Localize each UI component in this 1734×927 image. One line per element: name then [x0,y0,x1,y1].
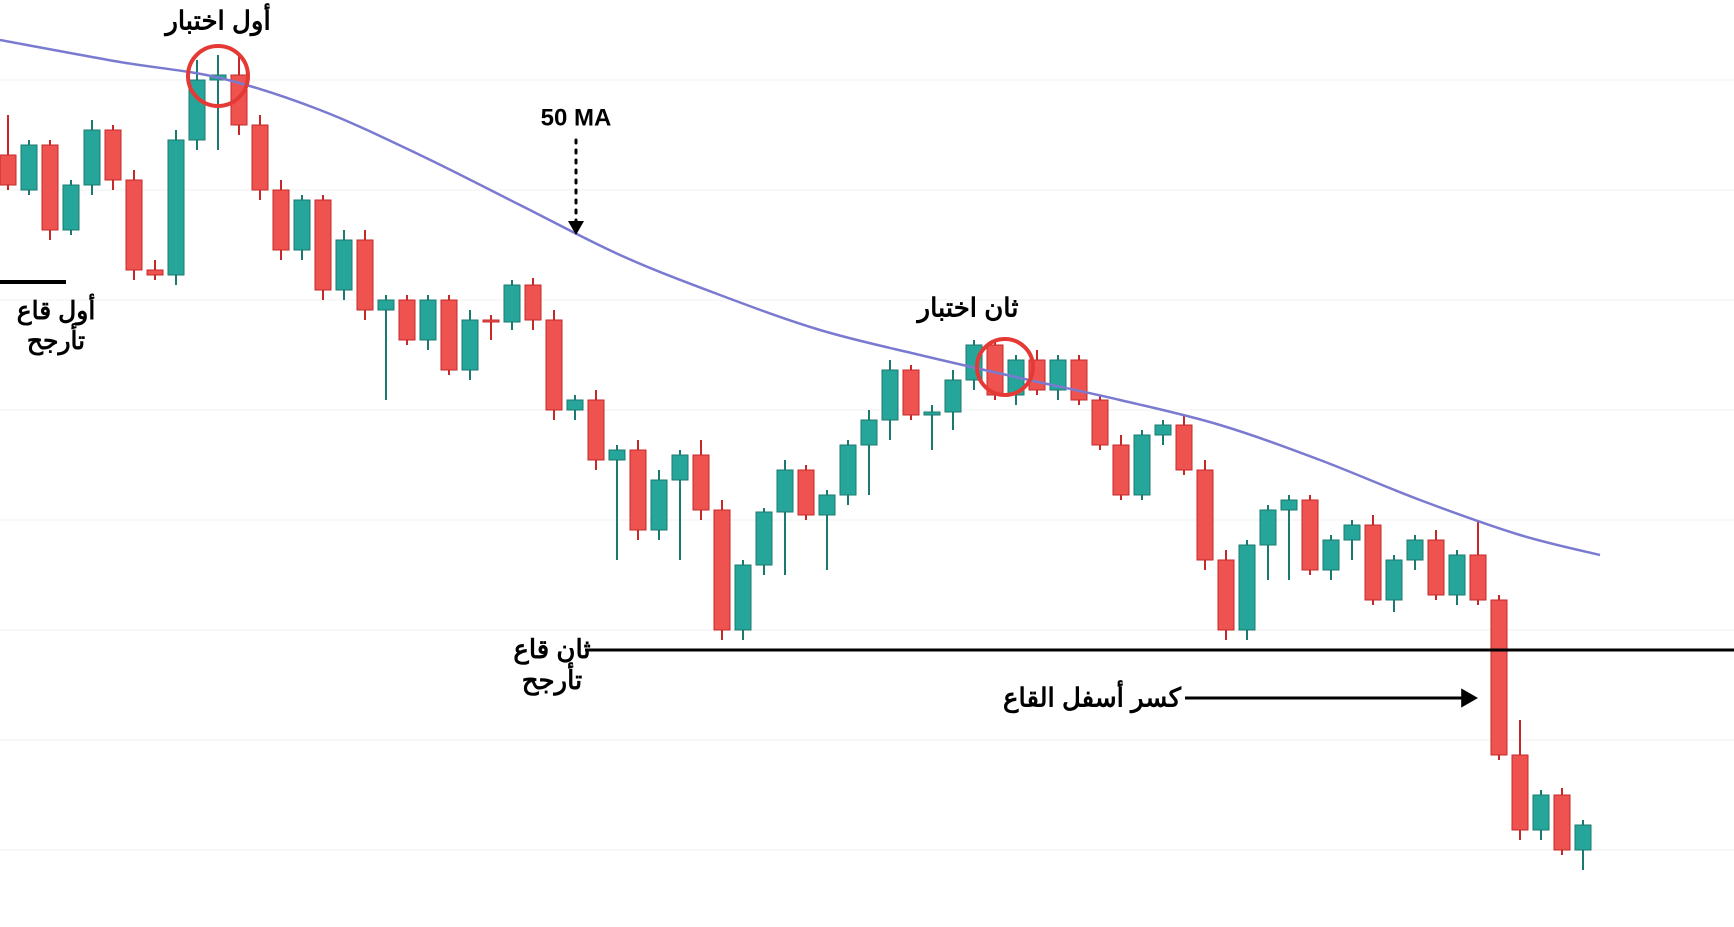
chart-svg [0,0,1734,927]
annotation-ma-label: 50 MA [541,105,612,134]
candlestick-chart: أول اختبار أول قاعتأرجح 50 MA ثان اختبار… [0,0,1734,927]
annotation-second-swing-low: ثان قاعتأرجح [513,634,590,696]
annotation-first-test: أول اختبار [165,5,270,36]
annotation-break-below: كسر أسفل القاع [1003,682,1181,713]
annotation-second-test: ثان اختبار [918,292,1019,323]
annotation-first-swing-low: أول قاعتأرجح [17,296,96,356]
